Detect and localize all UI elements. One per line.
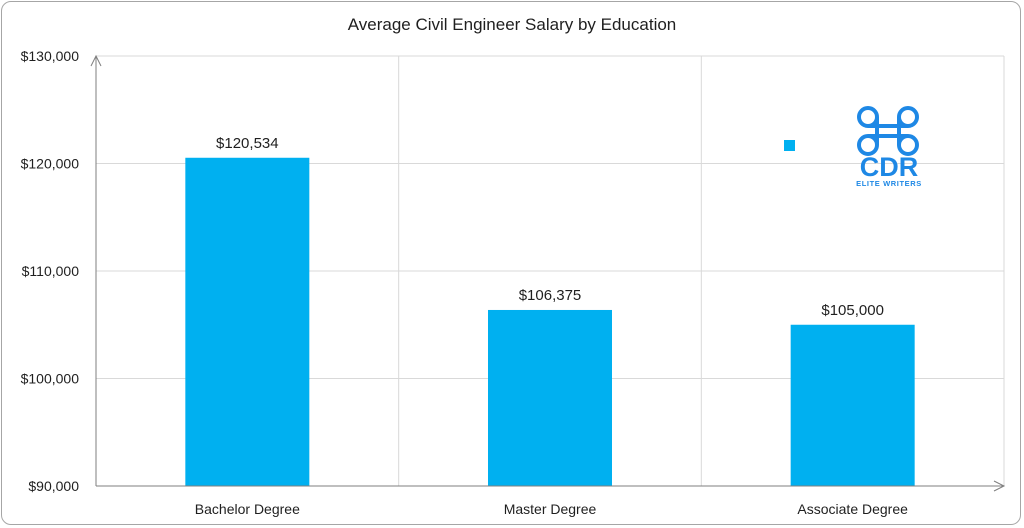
y-tick-label: $100,000 [21,371,80,387]
bar-value-label: $105,000 [821,302,884,319]
logo-mark-text: CDR [860,152,919,182]
labels: $90,000 $100,000 $110,000 $120,000 $130,000 $… [21,48,909,517]
y-axis-arrow [90,54,102,67]
logo-tagline: ELITE WRITERS [856,179,922,188]
x-tick-label: Bachelor Degree [195,501,300,517]
y-tick-label: $110,000 [22,263,80,279]
chart-title: Average Civil Engineer Salary by Educati… [348,15,677,34]
logo-knot-icon [857,106,919,156]
bar-value-label: $106,375 [519,287,582,304]
bar [488,309,612,486]
axes [90,54,1006,492]
x-tick-label: Associate Degree [797,501,908,517]
y-tick-label: $130,000 [21,48,80,64]
bar [185,157,310,486]
y-tick-label: $120,000 [21,156,80,172]
cdr-logo: CDR ELITE WRITERS [784,106,922,188]
bar-value-label: $120,534 [216,135,279,152]
x-axis-arrow [993,480,1006,492]
logo-square [784,140,795,151]
y-tick-label: $90,000 [28,478,79,494]
bars [185,157,915,486]
bar [790,324,915,486]
x-tick-label: Master Degree [504,501,597,517]
